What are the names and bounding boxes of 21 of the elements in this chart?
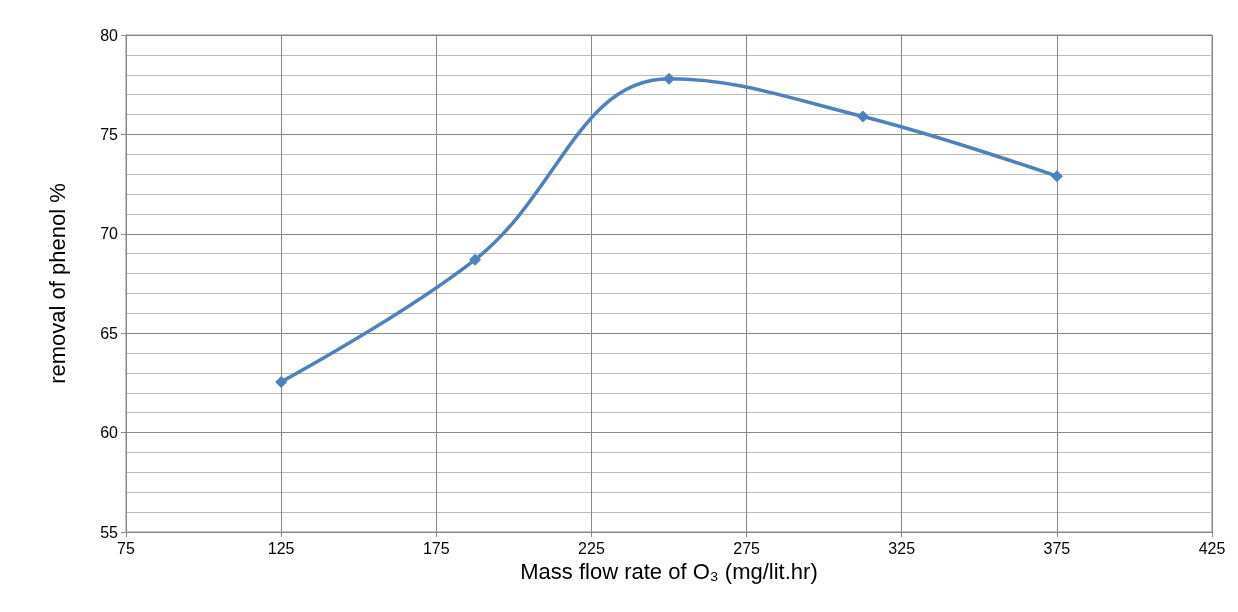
x-tick-label: 325 — [888, 539, 916, 557]
point — [856, 110, 869, 123]
x-tick-label: 225 — [578, 539, 605, 557]
x-tick-label: 175 — [422, 539, 450, 557]
x-tick-label: 275 — [733, 539, 761, 557]
point — [663, 72, 675, 85]
y-tick-label: 65 — [100, 324, 119, 342]
y-tick-label: 55 — [100, 523, 119, 541]
y-axis-title: removal of phenol % — [44, 183, 70, 384]
y-tick-label: 75 — [100, 125, 119, 143]
x-tick-label: 425 — [1198, 539, 1226, 557]
x-tick-label: 375 — [1043, 539, 1071, 557]
x-tick-label: 75 — [117, 539, 135, 557]
y-tick-label: 70 — [100, 225, 119, 243]
y-tick-label: 60 — [100, 424, 119, 442]
point — [1050, 170, 1063, 183]
y-tick-label: 80 — [100, 26, 119, 44]
point — [275, 375, 288, 388]
point — [469, 253, 482, 266]
x-axis-title: Mass flow rate of O₃ (mg/lit.hr) — [520, 559, 818, 585]
x-tick-label: 125 — [267, 539, 295, 557]
